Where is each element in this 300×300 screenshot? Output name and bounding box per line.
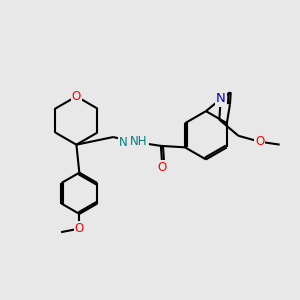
Text: O: O [72, 90, 81, 103]
Text: N: N [119, 136, 128, 149]
Text: O: O [75, 222, 84, 235]
Text: O: O [158, 160, 167, 174]
Text: NH: NH [130, 135, 148, 148]
Text: O: O [255, 135, 264, 148]
Text: H: H [133, 137, 142, 147]
Text: N: N [216, 92, 226, 106]
